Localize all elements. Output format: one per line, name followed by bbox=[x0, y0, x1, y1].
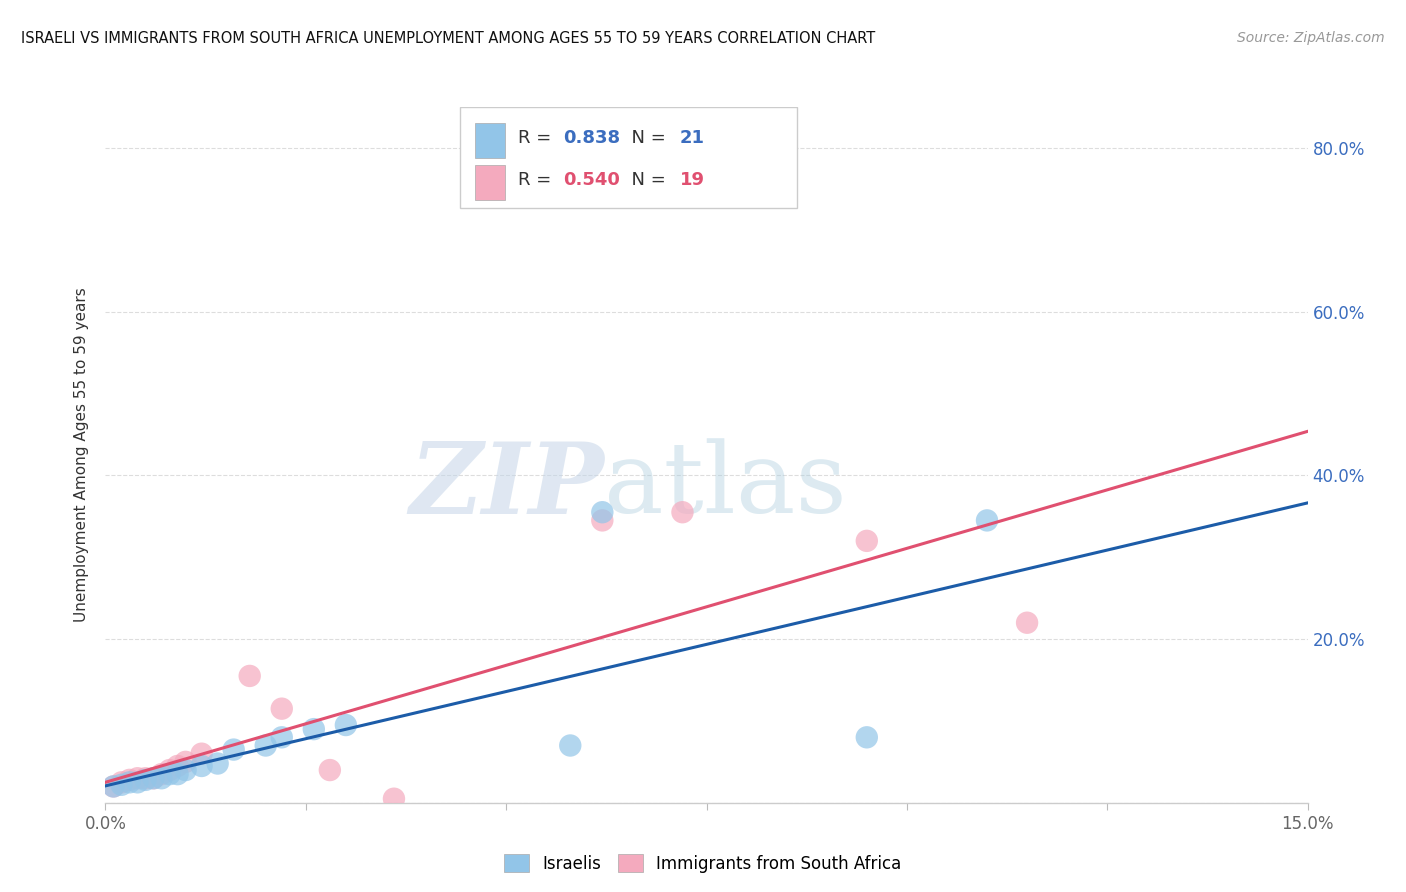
Point bbox=[174, 763, 197, 777]
Point bbox=[142, 771, 165, 785]
Point bbox=[560, 739, 582, 753]
Point bbox=[103, 780, 125, 794]
Point bbox=[1017, 615, 1039, 630]
Text: atlas: atlas bbox=[605, 438, 846, 534]
Text: 19: 19 bbox=[681, 171, 704, 189]
Point bbox=[270, 731, 292, 745]
Text: R =: R = bbox=[517, 129, 557, 147]
Text: ZIP: ZIP bbox=[409, 438, 605, 534]
Point bbox=[591, 513, 613, 527]
FancyBboxPatch shape bbox=[474, 165, 505, 200]
Point bbox=[254, 739, 277, 753]
Point bbox=[855, 533, 877, 548]
Point bbox=[135, 772, 157, 787]
Point bbox=[302, 722, 325, 736]
Point bbox=[270, 701, 292, 715]
Point bbox=[174, 755, 197, 769]
Point bbox=[207, 756, 229, 771]
Point bbox=[239, 669, 262, 683]
Text: N =: N = bbox=[620, 129, 672, 147]
Text: 21: 21 bbox=[681, 129, 704, 147]
Text: R =: R = bbox=[517, 171, 557, 189]
Point bbox=[127, 775, 149, 789]
Point bbox=[671, 505, 693, 519]
Text: 0.540: 0.540 bbox=[564, 171, 620, 189]
Legend: Israelis, Immigrants from South Africa: Israelis, Immigrants from South Africa bbox=[498, 847, 908, 880]
Point bbox=[319, 763, 342, 777]
Point bbox=[976, 513, 998, 527]
Text: N =: N = bbox=[620, 171, 672, 189]
Point bbox=[159, 767, 181, 781]
FancyBboxPatch shape bbox=[460, 107, 797, 208]
Y-axis label: Unemployment Among Ages 55 to 59 years: Unemployment Among Ages 55 to 59 years bbox=[75, 287, 90, 623]
Point bbox=[222, 742, 245, 756]
Text: 0.838: 0.838 bbox=[564, 129, 620, 147]
Point bbox=[150, 767, 173, 781]
Point bbox=[127, 771, 149, 785]
Point bbox=[135, 771, 157, 785]
Point bbox=[166, 759, 188, 773]
Point bbox=[335, 718, 357, 732]
Point bbox=[591, 505, 613, 519]
Point bbox=[118, 772, 141, 787]
Point bbox=[166, 767, 188, 781]
FancyBboxPatch shape bbox=[474, 123, 505, 158]
Point bbox=[103, 780, 125, 794]
Point bbox=[382, 791, 405, 805]
Point bbox=[118, 775, 141, 789]
Point bbox=[855, 731, 877, 745]
Text: Source: ZipAtlas.com: Source: ZipAtlas.com bbox=[1237, 31, 1385, 45]
Point bbox=[190, 747, 212, 761]
Point bbox=[110, 778, 132, 792]
Point bbox=[142, 771, 165, 785]
Point bbox=[190, 759, 212, 773]
Point bbox=[150, 771, 173, 785]
Point bbox=[159, 763, 181, 777]
Text: ISRAELI VS IMMIGRANTS FROM SOUTH AFRICA UNEMPLOYMENT AMONG AGES 55 TO 59 YEARS C: ISRAELI VS IMMIGRANTS FROM SOUTH AFRICA … bbox=[21, 31, 876, 46]
Point bbox=[110, 775, 132, 789]
